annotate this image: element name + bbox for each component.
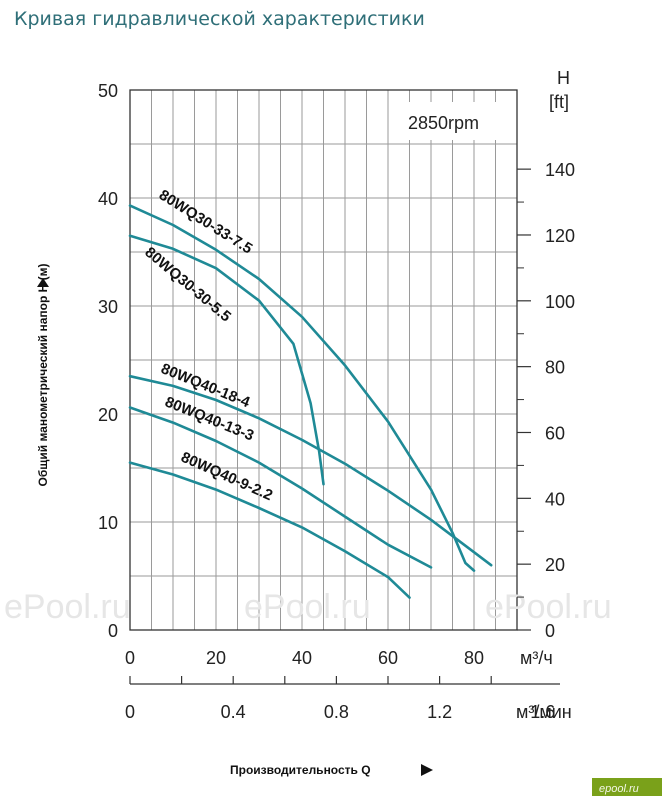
y2-tick-label: 0 bbox=[545, 621, 555, 641]
x-tick-label: 40 bbox=[292, 648, 312, 668]
x-axis-unit: м³/ч bbox=[520, 648, 553, 668]
series-layer: 80WQ30-33-7.580WQ30-30-5.580WQ40-18-480W… bbox=[128, 187, 493, 599]
y-axis-title-group: Общий манометрический напор H (м) bbox=[36, 263, 50, 486]
y2-tick-label: 100 bbox=[545, 292, 575, 312]
y2-tick-label: 60 bbox=[545, 423, 565, 443]
series-line bbox=[128, 374, 493, 567]
x2-tick-label: 0 bbox=[125, 702, 135, 722]
ticks-layer: 0 10 20 30 40 50 0 20 40 60 80 100 120 140 0 20 40 60 80 0 0… bbox=[98, 81, 575, 722]
rpm-box bbox=[395, 102, 507, 140]
x2-tick-label: 0.4 bbox=[221, 702, 246, 722]
y-tick-label: 40 bbox=[98, 189, 118, 209]
series-label: 80WQ40-9-2.2 bbox=[178, 449, 275, 505]
x-tick-label: 60 bbox=[378, 648, 398, 668]
y-axis-title: Общий манометрический напор H (м) bbox=[36, 263, 50, 486]
x2-tick-label: 1.2 bbox=[427, 702, 452, 722]
watermark-right: ePool.ru bbox=[485, 588, 612, 626]
y2-tick-label: 20 bbox=[545, 555, 565, 575]
plot-border bbox=[129, 89, 518, 631]
x-tick-label: 80 bbox=[464, 648, 484, 668]
y2-tick-label: 140 bbox=[545, 160, 575, 180]
x-axis-title: Производительность Q bbox=[230, 763, 371, 777]
series-line bbox=[128, 406, 433, 569]
chart-grid bbox=[130, 90, 517, 630]
x2-tick-label: 1.6 bbox=[530, 702, 555, 722]
series-line bbox=[128, 234, 325, 486]
y2-axis-title: H bbox=[557, 68, 570, 88]
x-tick-label: 20 bbox=[206, 648, 226, 668]
x2-tick-label: 0.8 bbox=[324, 702, 349, 722]
y-tick-label: 30 bbox=[98, 297, 118, 317]
y-axis-arrow-icon bbox=[37, 278, 49, 287]
y2-axis-unit: [ft] bbox=[549, 92, 569, 112]
y-tick-label: 20 bbox=[98, 405, 118, 425]
series-line bbox=[128, 461, 411, 599]
y-tick-label: 10 bbox=[98, 513, 118, 533]
y-tick-label: 0 bbox=[108, 621, 118, 641]
series-label-group: 80WQ40-9-2.2 bbox=[178, 449, 275, 505]
y2-tick-label: 120 bbox=[545, 226, 575, 246]
site-badge-text: epool.ru bbox=[599, 783, 639, 795]
page-title: Кривая гидравлической характеристики bbox=[14, 8, 425, 30]
watermark-middle: ePool.ru bbox=[244, 588, 371, 626]
x-axis-arrow-icon bbox=[421, 764, 433, 776]
rpm-label: 2850rpm bbox=[408, 113, 479, 133]
series-line bbox=[128, 204, 476, 572]
y2-tick-label: 40 bbox=[545, 489, 565, 509]
watermark-left: ePool.ru bbox=[4, 588, 131, 626]
site-badge bbox=[592, 778, 662, 796]
watermark-group: ePool.ru ePool.ru ePool.ru bbox=[4, 588, 612, 626]
y-tick-label: 50 bbox=[98, 81, 118, 101]
x2-axis-unit: м³/мин bbox=[516, 702, 572, 722]
plot-frame bbox=[129, 89, 518, 631]
y2-tick-label: 80 bbox=[545, 358, 565, 378]
x-tick-label: 0 bbox=[125, 648, 135, 668]
